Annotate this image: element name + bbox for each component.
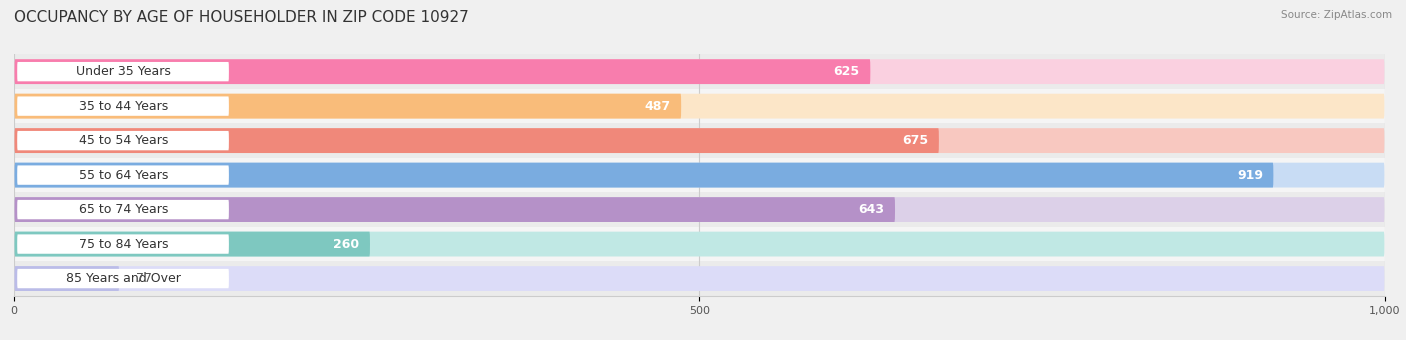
FancyBboxPatch shape	[17, 97, 229, 116]
FancyBboxPatch shape	[14, 266, 1385, 291]
FancyBboxPatch shape	[14, 163, 1385, 188]
Text: 643: 643	[859, 203, 884, 216]
FancyBboxPatch shape	[14, 94, 681, 119]
Text: 65 to 74 Years: 65 to 74 Years	[79, 203, 169, 216]
Text: 35 to 44 Years: 35 to 44 Years	[79, 100, 169, 113]
Bar	[14, 192, 1385, 227]
Text: 675: 675	[903, 134, 928, 147]
FancyBboxPatch shape	[14, 266, 120, 291]
FancyBboxPatch shape	[14, 163, 1274, 188]
FancyBboxPatch shape	[14, 232, 370, 256]
FancyBboxPatch shape	[17, 131, 229, 150]
FancyBboxPatch shape	[14, 94, 1385, 119]
FancyBboxPatch shape	[14, 128, 1385, 153]
FancyBboxPatch shape	[17, 234, 229, 254]
FancyBboxPatch shape	[14, 197, 896, 222]
Bar	[14, 89, 1385, 123]
FancyBboxPatch shape	[17, 200, 229, 219]
FancyBboxPatch shape	[14, 197, 1385, 222]
Text: 45 to 54 Years: 45 to 54 Years	[79, 134, 169, 147]
FancyBboxPatch shape	[17, 166, 229, 185]
Text: 625: 625	[834, 65, 860, 78]
Text: 260: 260	[333, 238, 360, 251]
Text: Source: ZipAtlas.com: Source: ZipAtlas.com	[1281, 10, 1392, 20]
Text: 487: 487	[644, 100, 671, 113]
FancyBboxPatch shape	[14, 232, 1385, 256]
FancyBboxPatch shape	[17, 269, 229, 288]
Bar	[14, 54, 1385, 89]
Text: 919: 919	[1237, 169, 1263, 182]
Text: 75 to 84 Years: 75 to 84 Years	[79, 238, 169, 251]
FancyBboxPatch shape	[14, 59, 870, 84]
Text: Under 35 Years: Under 35 Years	[76, 65, 172, 78]
Bar	[14, 261, 1385, 296]
Bar	[14, 158, 1385, 192]
Text: OCCUPANCY BY AGE OF HOUSEHOLDER IN ZIP CODE 10927: OCCUPANCY BY AGE OF HOUSEHOLDER IN ZIP C…	[14, 10, 468, 25]
Text: 85 Years and Over: 85 Years and Over	[66, 272, 181, 285]
Text: 55 to 64 Years: 55 to 64 Years	[79, 169, 169, 182]
FancyBboxPatch shape	[14, 59, 1385, 84]
FancyBboxPatch shape	[17, 62, 229, 81]
Bar	[14, 123, 1385, 158]
Text: 77: 77	[136, 272, 152, 285]
Bar	[14, 227, 1385, 261]
FancyBboxPatch shape	[14, 128, 939, 153]
